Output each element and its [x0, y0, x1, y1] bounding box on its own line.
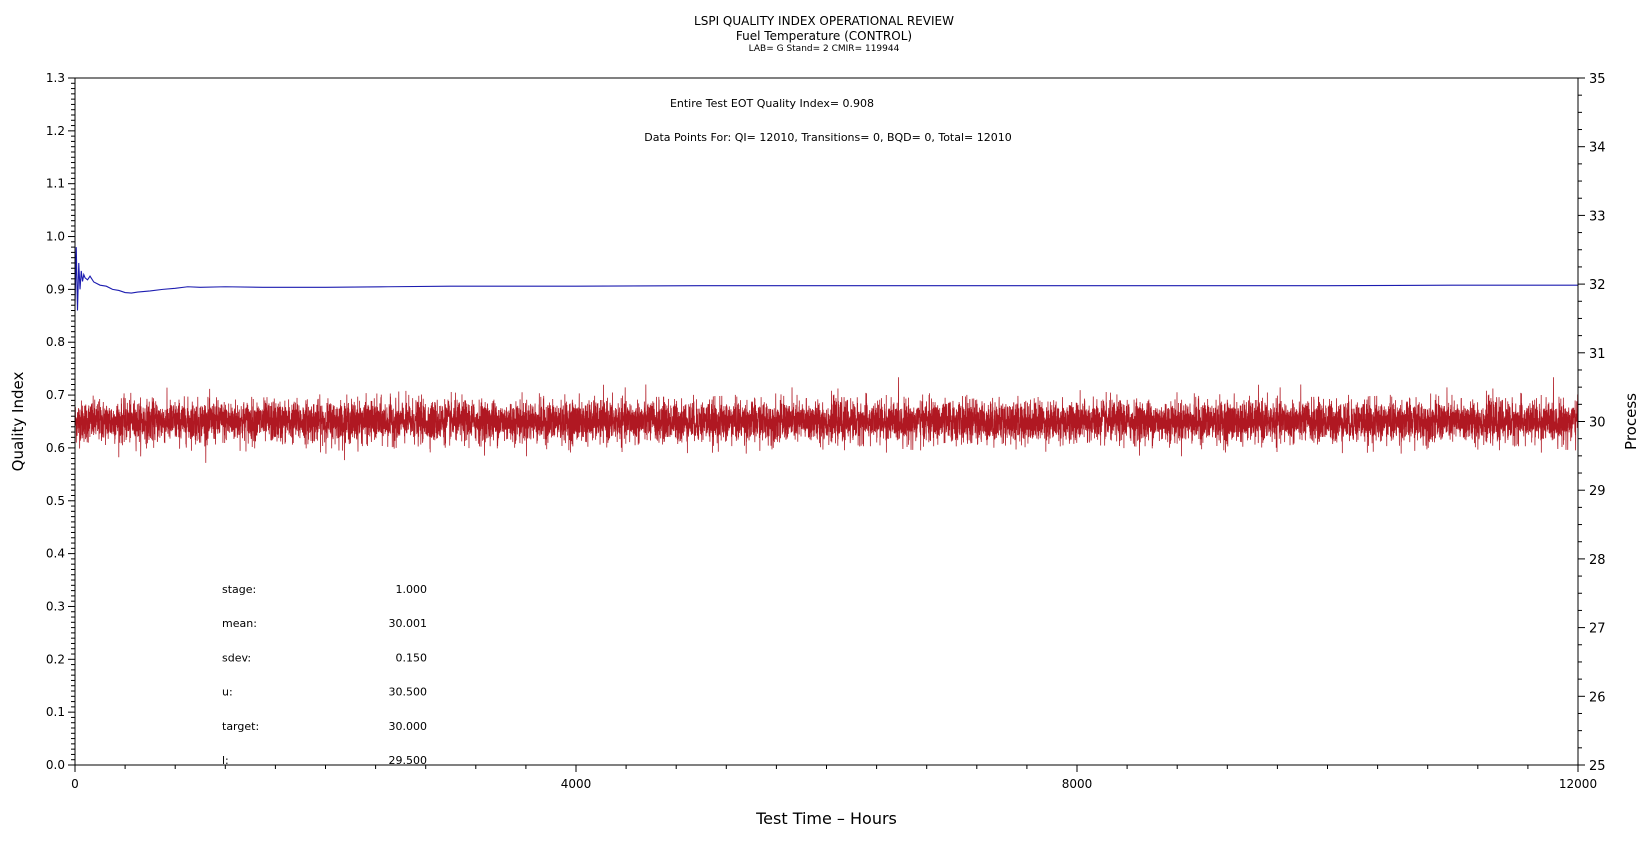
y-tick-label: 0.4 [46, 547, 65, 561]
y-tick-label: 0.5 [46, 494, 65, 508]
stats-value: 30.001 [389, 617, 428, 630]
chart-title: LSPI QUALITY INDEX OPERATIONAL REVIEW [694, 14, 954, 28]
y-tick-label: 1.2 [46, 124, 65, 138]
x-tick-label: 8000 [1062, 777, 1093, 791]
process-series [74, 377, 1579, 463]
y2-tick-label: 35 [1589, 72, 1606, 87]
stats-label: u: [222, 686, 233, 699]
y2-tick-label: 28 [1589, 553, 1606, 568]
x-tick-label: 0 [71, 777, 79, 791]
quality-index-series [74, 247, 1578, 311]
chart-subtitle-2: LAB= G Stand= 2 CMIR= 119944 [748, 44, 900, 54]
y-tick-label: 0.1 [46, 705, 65, 719]
chart-subtitle: Fuel Temperature (CONTROL) [735, 29, 913, 43]
y-tick-label: 1.3 [46, 71, 65, 85]
y-tick-label: 1.0 [46, 230, 65, 244]
y2-tick-label: 34 [1589, 141, 1606, 156]
y2-tick-label: 27 [1589, 622, 1606, 637]
y-tick-label: 0.3 [46, 599, 65, 613]
stats-value: 30.000 [389, 720, 428, 733]
y-tick-label: 0.0 [46, 758, 65, 772]
y-axis-label: Quality Index [9, 372, 27, 472]
y2-tick-label: 26 [1589, 690, 1606, 705]
y2-tick-label: 33 [1589, 209, 1606, 224]
x-axis-label: Test Time – Hours [755, 809, 897, 828]
stats-label: l: [222, 754, 229, 767]
stats-label: mean: [222, 617, 257, 630]
y-tick-label: 0.6 [46, 441, 65, 455]
y-tick-label: 0.9 [46, 282, 65, 296]
y2-tick-label: 32 [1589, 278, 1606, 293]
y2-tick-label: 25 [1589, 759, 1606, 774]
y-tick-label: 1.1 [46, 177, 65, 191]
stats-label: stage: [222, 583, 256, 596]
y-tick-label: 0.8 [46, 335, 65, 349]
stats-label: target: [222, 720, 259, 733]
y2-tick-label: 30 [1589, 416, 1606, 431]
x-tick-label: 12000 [1559, 777, 1597, 791]
annotation-data-points: Data Points For: QI= 12010, Transitions=… [644, 131, 1012, 144]
y-tick-label: 0.7 [46, 388, 65, 402]
stats-value: 1.000 [396, 583, 428, 596]
stats-value: 30.500 [389, 686, 428, 699]
quality-index-line [74, 247, 1578, 311]
process-line [74, 377, 1579, 463]
y2-tick-label: 31 [1589, 347, 1606, 362]
y-tick-label: 0.2 [46, 652, 65, 666]
y2-axis-label: Process [1622, 393, 1640, 450]
x-tick-label: 4000 [561, 777, 592, 791]
y2-tick-label: 29 [1589, 484, 1606, 499]
stats-value: 29.500 [389, 754, 428, 767]
stats-value: 0.150 [396, 651, 428, 664]
stats-label: sdev: [222, 651, 251, 664]
annotation-eot-quality-index: Entire Test EOT Quality Index= 0.908 [670, 97, 874, 110]
